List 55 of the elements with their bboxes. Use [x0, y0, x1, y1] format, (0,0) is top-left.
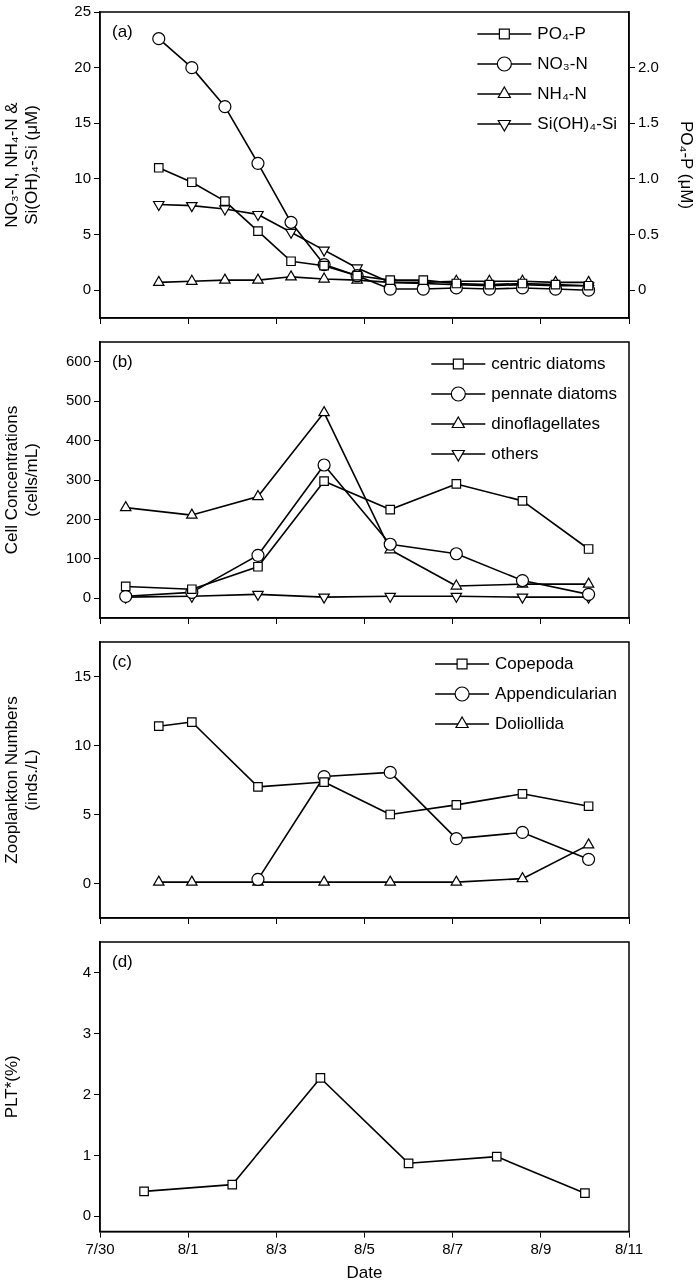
legend-label: dinoflagellates — [491, 413, 600, 433]
x-tick-label: 8/11 — [614, 1239, 644, 1257]
legend-label: NO₃-N — [537, 53, 588, 73]
y-tick-label: 100 — [65, 549, 91, 566]
y-tick-label: 5 — [82, 224, 91, 242]
y2-axis-title: PO₄-P (μM) — [677, 120, 697, 210]
y2-tick-label: 0 — [638, 280, 647, 298]
y-axis-title: Cell Concentrations (cells/mL) — [1, 405, 42, 555]
y-axis-title: NO₃-N, NH₄-N & Si(OH)₄-Si (μM) — [1, 101, 42, 228]
y-tick-label: 3 — [82, 1023, 91, 1041]
y-tick-label: 0 — [82, 588, 91, 606]
y-tick-label: 600 — [65, 351, 91, 369]
y2-tick-label: 2.0 — [638, 57, 659, 75]
y-tick-label: 300 — [65, 470, 91, 488]
y-tick-label: 200 — [65, 509, 91, 527]
annotation: (b) — [112, 352, 133, 372]
y-axis-title: PLT*(%) — [1, 1055, 21, 1119]
y-tick-label: 15 — [74, 113, 91, 131]
legend-label: NH₄-N — [537, 83, 587, 103]
x-tick-label: 8/3 — [265, 1239, 287, 1257]
legend-label: PO₄-P — [537, 23, 586, 43]
y-tick-label: 500 — [65, 391, 91, 409]
y-tick-label: 1 — [82, 1145, 91, 1163]
y-tick-label: 4 — [82, 962, 91, 980]
legend-label: centric diatoms — [491, 353, 606, 373]
y-tick-label: 25 — [74, 2, 91, 20]
legend-label: Si(OH)₄-Si — [537, 113, 617, 133]
y2-tick-label: 1.0 — [638, 169, 659, 187]
y2-tick-label: 0.5 — [638, 224, 659, 242]
y-tick-label: 15 — [74, 666, 91, 684]
y-tick-label: 0 — [82, 873, 91, 891]
legend-label: Appendicularian — [495, 683, 617, 703]
y-tick-label: 0 — [82, 1206, 91, 1224]
annotation: (a) — [112, 22, 133, 42]
annotation: (d) — [112, 952, 133, 972]
x-tick-label: 7/30 — [85, 1239, 115, 1257]
legend-label: Copepoda — [495, 653, 575, 673]
legend-label: pennate diatoms — [491, 383, 617, 403]
x-tick-label: 8/9 — [530, 1239, 552, 1257]
y-tick-label: 20 — [74, 57, 91, 75]
y-tick-label: 0 — [82, 280, 91, 298]
y-tick-label: 400 — [65, 430, 91, 448]
y2-tick-label: 1.5 — [638, 113, 659, 131]
y-tick-label: 2 — [82, 1084, 91, 1102]
legend-label: others — [491, 443, 539, 463]
y-axis-title: Zooplankton Numbers (inds./L) — [1, 696, 42, 864]
x-axis-title: Date — [346, 1263, 383, 1283]
x-tick-label: 8/1 — [177, 1239, 199, 1257]
x-tick-label: 8/5 — [354, 1239, 375, 1257]
legend-label: Doliollida — [495, 713, 565, 733]
annotation: (c) — [112, 652, 132, 672]
y-tick-label: 10 — [74, 169, 91, 187]
y-tick-label: 10 — [74, 735, 91, 753]
x-tick-label: 8/7 — [442, 1239, 464, 1257]
y-tick-label: 5 — [82, 804, 91, 822]
